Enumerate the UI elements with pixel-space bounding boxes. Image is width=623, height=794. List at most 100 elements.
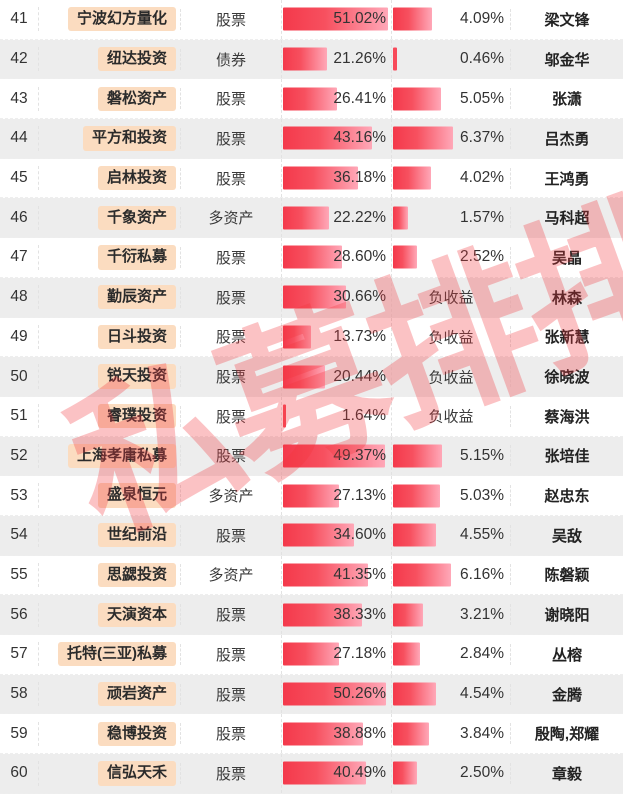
fund-name-badge[interactable]: 启林投资 (97, 165, 176, 191)
fund-name-badge[interactable]: 磐松资产 (97, 86, 176, 111)
monthly-return-bar (393, 444, 442, 468)
yearly-return-value: 36.18% (333, 169, 386, 187)
fund-name-cell[interactable]: 托特(三亚)私募 (38, 642, 180, 667)
table-row[interactable]: 53 盛泉恒元 多资产 27.13% 5.03% 赵忠东 (0, 476, 623, 516)
fund-name-badge[interactable]: 平方和投资 (82, 126, 176, 151)
monthly-return-bar (393, 523, 436, 547)
fund-name-badge[interactable]: 勤辰资产 (97, 285, 176, 310)
fund-name-cell[interactable]: 平方和投资 (38, 126, 180, 151)
fund-name-cell[interactable]: 锐天投资 (38, 364, 180, 389)
table-row[interactable]: 42 纽达投资 债券 21.26% 0.46% 邬金华 (0, 39, 623, 80)
fund-name-badge[interactable]: 宁波幻方量化 (67, 7, 176, 32)
monthly-return-bar (393, 642, 420, 666)
fund-name-badge[interactable]: 盛泉恒元 (97, 483, 176, 508)
manager-cell: 吴晶 (510, 246, 623, 268)
yearly-return-cell: 40.49% (281, 754, 391, 793)
monthly-return-value: 4.09% (460, 10, 504, 28)
table-row[interactable]: 60 信弘天禾 股票 40.49% 2.50% 章毅 (0, 754, 623, 794)
table-row[interactable]: 51 睿璞投资 股票 1.64% 负收益 蔡海洪 (0, 396, 623, 437)
yearly-return-cell: 27.13% (281, 476, 391, 515)
fund-name-badge[interactable]: 锐天投资 (97, 364, 176, 389)
rank-cell: 58 (10, 685, 28, 703)
strategy-type-cell: 股票 (180, 604, 281, 626)
fund-name-badge[interactable]: 日斗投资 (97, 324, 176, 349)
fund-name-badge[interactable]: 世纪前沿 (97, 523, 176, 548)
yearly-return-bar (283, 722, 363, 746)
fund-name-cell[interactable]: 千象资产 (38, 205, 180, 230)
table-row[interactable]: 45 启林投资 股票 36.18% 4.02% 王鸿勇 (0, 158, 623, 199)
table-row[interactable]: 59 稳博投资 股票 38.88% 3.84% 殷陶,郑耀 (0, 714, 623, 755)
manager-cell: 赵忠东 (510, 485, 623, 507)
fund-name-cell[interactable]: 上海孝庸私募 (38, 443, 180, 469)
fund-name-cell[interactable]: 磐松资产 (38, 86, 180, 111)
strategy-type-cell: 股票 (180, 286, 281, 308)
fund-name-badge[interactable]: 思勰投资 (97, 562, 176, 588)
fund-name-cell[interactable]: 睿璞投资 (38, 404, 180, 429)
manager-cell: 章毅 (510, 762, 623, 784)
strategy-type-cell: 股票 (180, 167, 281, 189)
table-row[interactable]: 44 平方和投资 股票 43.16% 6.37% 吕杰勇 (0, 119, 623, 159)
table-row[interactable]: 57 托特(三亚)私募 股票 27.18% 2.84% 丛榕 (0, 635, 623, 675)
fund-name-cell[interactable]: 天演资本 (38, 602, 180, 627)
fund-name-cell[interactable]: 宁波幻方量化 (38, 7, 180, 32)
strategy-type-cell: 股票 (180, 246, 281, 268)
table-row[interactable]: 55 思勰投资 多资产 41.35% 6.16% 陈磐颖 (0, 555, 623, 596)
monthly-return-bar (393, 722, 430, 746)
fund-name-badge[interactable]: 信弘天禾 (97, 761, 176, 786)
fund-name-badge[interactable]: 天演资本 (97, 602, 176, 627)
table-row[interactable]: 56 天演资本 股票 38.33% 3.21% 谢晓阳 (0, 595, 623, 635)
table-row[interactable]: 52 上海孝庸私募 股票 49.37% 5.15% 张培佳 (0, 436, 623, 477)
monthly-return-cell: 负收益 (391, 357, 510, 396)
monthly-return-cell: 2.52% (391, 238, 510, 277)
table-row[interactable]: 54 世纪前沿 股票 34.60% 4.55% 吴敌 (0, 515, 623, 556)
fund-name-cell[interactable]: 思勰投资 (38, 562, 180, 588)
fund-name-cell[interactable]: 纽达投资 (38, 46, 180, 72)
fund-name-badge[interactable]: 稳博投资 (97, 721, 176, 746)
fund-name-badge[interactable]: 托特(三亚)私募 (58, 642, 176, 667)
fund-name-cell[interactable]: 千衍私募 (38, 245, 180, 270)
strategy-type-cell: 多资产 (180, 564, 281, 586)
manager-cell: 吕杰勇 (510, 127, 623, 149)
strategy-type-cell: 股票 (180, 762, 281, 784)
table-row[interactable]: 50 锐天投资 股票 20.44% 负收益 徐晓波 (0, 357, 623, 397)
table-row[interactable]: 41 宁波幻方量化 股票 51.02% 4.09% 梁文锋 (0, 0, 623, 40)
yearly-return-cell: 27.18% (281, 635, 391, 674)
fund-name-cell[interactable]: 世纪前沿 (38, 523, 180, 548)
table-row[interactable]: 48 勤辰资产 股票 30.66% 负收益 林森 (0, 277, 623, 318)
yearly-return-value: 13.73% (333, 327, 386, 345)
yearly-return-value: 28.60% (333, 248, 386, 266)
monthly-return-value: 5.03% (460, 486, 504, 504)
rank-cell: 50 (10, 367, 28, 385)
rank-cell: 41 (10, 10, 28, 28)
strategy-type-cell: 债券 (180, 48, 281, 70)
monthly-return-cell: 3.21% (391, 595, 510, 634)
fund-name-badge[interactable]: 睿璞投资 (97, 404, 176, 429)
table-row[interactable]: 47 千衍私募 股票 28.60% 2.52% 吴晶 (0, 238, 623, 278)
manager-cell: 丛榕 (510, 643, 623, 665)
fund-name-cell[interactable]: 启林投资 (38, 165, 180, 191)
fund-name-badge[interactable]: 千象资产 (97, 205, 176, 230)
fund-name-cell[interactable]: 日斗投资 (38, 324, 180, 349)
fund-name-badge[interactable]: 纽达投资 (97, 46, 176, 72)
yearly-return-cell: 30.66% (281, 277, 391, 317)
fund-name-cell[interactable]: 顽岩资产 (38, 681, 180, 707)
fund-name-badge[interactable]: 上海孝庸私募 (67, 443, 176, 469)
fund-name-cell[interactable]: 稳博投资 (38, 721, 180, 746)
manager-cell: 张培佳 (510, 445, 623, 467)
monthly-return-cell: 负收益 (391, 317, 510, 357)
table-row[interactable]: 43 磐松资产 股票 26.41% 5.05% 张潇 (0, 79, 623, 120)
monthly-return-value: 4.02% (460, 169, 504, 187)
manager-cell: 谢晓阳 (510, 604, 623, 626)
fund-name-badge[interactable]: 千衍私募 (97, 245, 176, 270)
fund-name-cell[interactable]: 勤辰资产 (38, 285, 180, 310)
rank-cell: 45 (10, 169, 28, 187)
table-row[interactable]: 49 日斗投资 股票 13.73% 负收益 张新慧 (0, 317, 623, 358)
fund-name-badge[interactable]: 顽岩资产 (97, 681, 176, 707)
yearly-return-value: 38.88% (333, 724, 386, 742)
monthly-return-bar (393, 87, 441, 111)
monthly-return-cell: 2.84% (391, 635, 510, 674)
fund-name-cell[interactable]: 信弘天禾 (38, 761, 180, 786)
table-row[interactable]: 58 顽岩资产 股票 50.26% 4.54% 金腾 (0, 674, 623, 715)
fund-name-cell[interactable]: 盛泉恒元 (38, 483, 180, 508)
table-row[interactable]: 46 千象资产 多资产 22.22% 1.57% 马科超 (0, 198, 623, 239)
